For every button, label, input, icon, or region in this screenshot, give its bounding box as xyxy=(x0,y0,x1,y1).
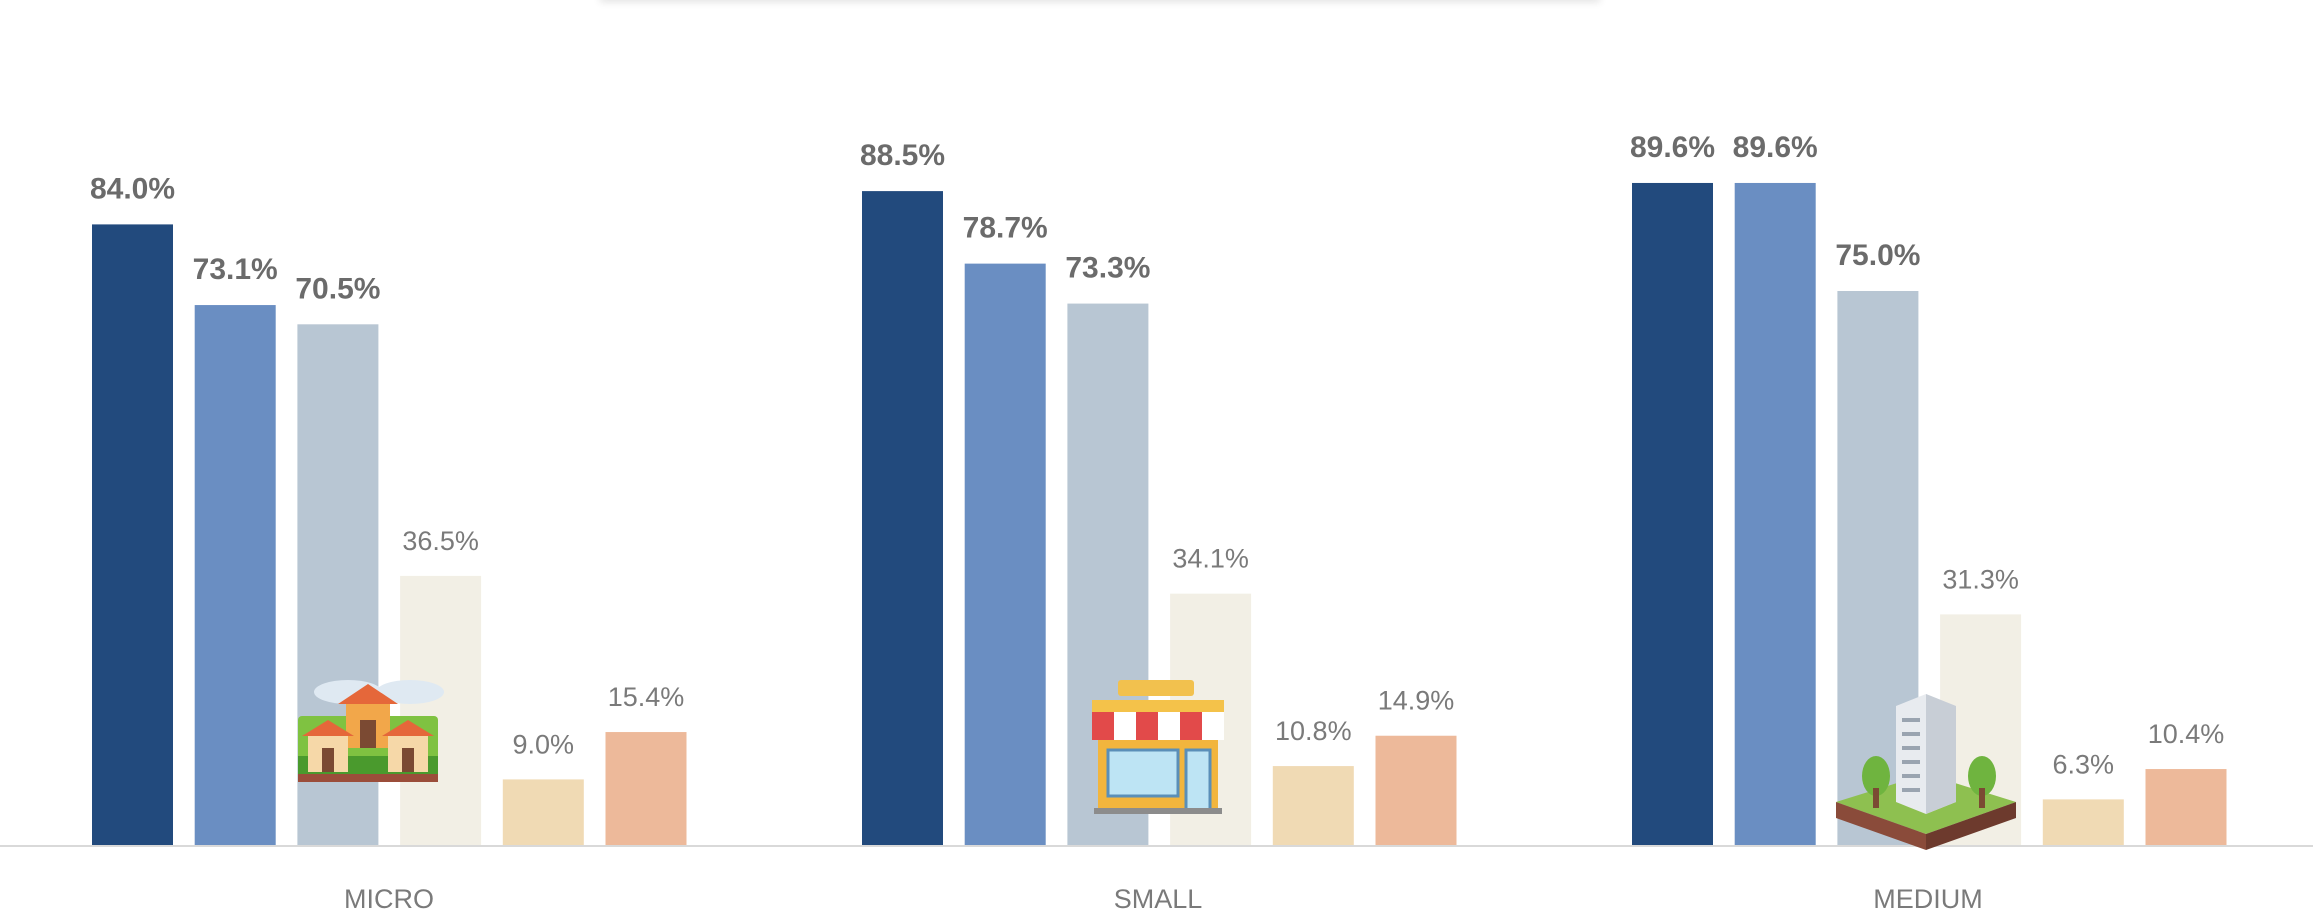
bar-medium-series-1 xyxy=(1632,182,1713,846)
data-label-small-series-5: 10.8% xyxy=(1275,716,1352,746)
data-label-small-series-1: 88.5% xyxy=(860,139,945,172)
bar-medium-series-6 xyxy=(2145,769,2227,846)
bar-small-series-6 xyxy=(1375,735,1457,846)
village-houses-icon xyxy=(298,680,444,782)
bar-small-series-1 xyxy=(862,191,943,847)
data-label-micro-series-2: 73.1% xyxy=(193,253,278,286)
category-label-medium: MEDIUM xyxy=(1873,884,1983,914)
category-label-small: SMALL xyxy=(1114,884,1203,914)
bar-micro-series-5 xyxy=(502,779,584,846)
data-label-medium-series-2: 89.6% xyxy=(1733,131,1818,164)
data-label-medium-series-5: 6.3% xyxy=(2053,749,2115,779)
bar-small-series-2 xyxy=(964,263,1046,846)
bar-micro-series-6 xyxy=(605,732,687,846)
bar-medium-series-2 xyxy=(1734,182,1816,846)
data-label-micro-series-3: 70.5% xyxy=(295,272,380,305)
data-label-medium-series-1: 89.6% xyxy=(1630,131,1715,164)
data-label-small-series-6: 14.9% xyxy=(1378,686,1455,716)
data-label-micro-series-5: 9.0% xyxy=(513,729,575,759)
category-label-micro: MICRO xyxy=(344,884,434,914)
data-label-medium-series-6: 10.4% xyxy=(2148,719,2225,749)
bar-small-series-5 xyxy=(1272,766,1354,846)
bar-micro-series-2 xyxy=(194,305,276,846)
bar-medium-series-5 xyxy=(2042,799,2124,846)
bar-micro-series-4 xyxy=(400,575,482,846)
storefront-icon xyxy=(1092,680,1224,814)
data-label-small-series-2: 78.7% xyxy=(963,212,1048,245)
bar-micro-series-1 xyxy=(92,224,173,846)
data-label-micro-series-4: 36.5% xyxy=(402,526,479,556)
office-building-icon xyxy=(1836,694,2016,850)
data-label-medium-series-4: 31.3% xyxy=(1942,564,2019,594)
data-label-small-series-3: 73.3% xyxy=(1065,252,1150,285)
data-label-micro-series-1: 84.0% xyxy=(90,172,175,205)
data-label-small-series-4: 34.1% xyxy=(1172,544,1249,574)
data-label-micro-series-6: 15.4% xyxy=(608,682,685,712)
data-label-medium-series-3: 75.0% xyxy=(1835,239,1920,272)
